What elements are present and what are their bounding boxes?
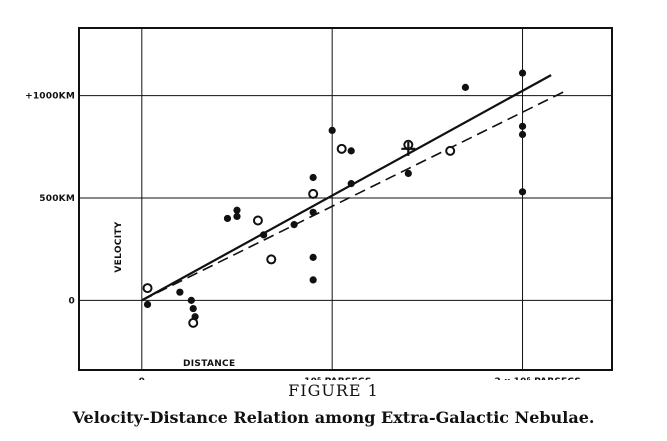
x-tick-label-2: 2 x 10⁶ PARSECS [495, 377, 581, 380]
open-point-2 [252, 215, 263, 226]
filled-point-7 [233, 212, 241, 221]
y-tick-label-0: 0 [69, 296, 75, 306]
dashed-fit-line [141, 90, 565, 302]
figure-caption: Velocity-Distance Relation among Extra-G… [72, 408, 595, 427]
filled-point-20 [518, 69, 527, 77]
filled-point-1 [176, 288, 184, 296]
x-tick-label-1: 10⁶ PARSECS [304, 377, 371, 380]
filled-point-0 [143, 300, 152, 309]
filled-point-15 [347, 147, 355, 155]
solid-fit-line [141, 74, 552, 302]
x-axis-label: DISTANCE [183, 359, 235, 369]
y-axis-label: VELOCITY [114, 221, 124, 272]
filled-point-18 [404, 169, 412, 178]
y-tick-label-1: 500KM [39, 194, 75, 204]
filled-point-14 [328, 126, 336, 134]
filled-point-3 [189, 304, 197, 313]
plot-frame [78, 27, 613, 371]
filled-point-21 [518, 122, 527, 130]
filled-point-9 [290, 220, 298, 229]
filled-point-16 [347, 180, 355, 188]
filled-point-13 [309, 276, 317, 284]
tick-labels: 0 10⁶ PARSECS 2 x 10⁶ PARSECS 0 500KM +1000KM [25, 92, 581, 387]
filled-point-12 [309, 253, 317, 261]
data-points [142, 69, 527, 328]
open-point-1 [188, 317, 199, 328]
open-point-3 [266, 254, 277, 265]
velocity-distance-chart: 0 10⁶ PARSECS 2 x 10⁶ PARSECS 0 500KM +1000KM… [25, 27, 613, 387]
filled-point-6 [233, 206, 241, 214]
open-point-0 [142, 283, 153, 294]
open-point-5 [336, 143, 347, 154]
figure-label: FIGURE 1 [288, 381, 379, 400]
filled-point-5 [223, 214, 232, 223]
x-tick-label-0: 0 [139, 377, 145, 380]
cross-point-0 [401, 141, 416, 156]
filled-point-22 [518, 130, 527, 139]
fit-lines [141, 74, 565, 302]
filled-point-23 [518, 188, 527, 196]
filled-point-11 [309, 208, 317, 216]
filled-point-8 [260, 231, 268, 239]
open-point-4 [308, 188, 319, 199]
filled-point-10 [309, 173, 317, 182]
y-tick-label-2: +1000KM [25, 92, 75, 102]
filled-point-19 [461, 83, 470, 91]
filled-point-2 [187, 296, 195, 304]
gridlines [79, 28, 612, 370]
open-point-7 [445, 145, 456, 156]
